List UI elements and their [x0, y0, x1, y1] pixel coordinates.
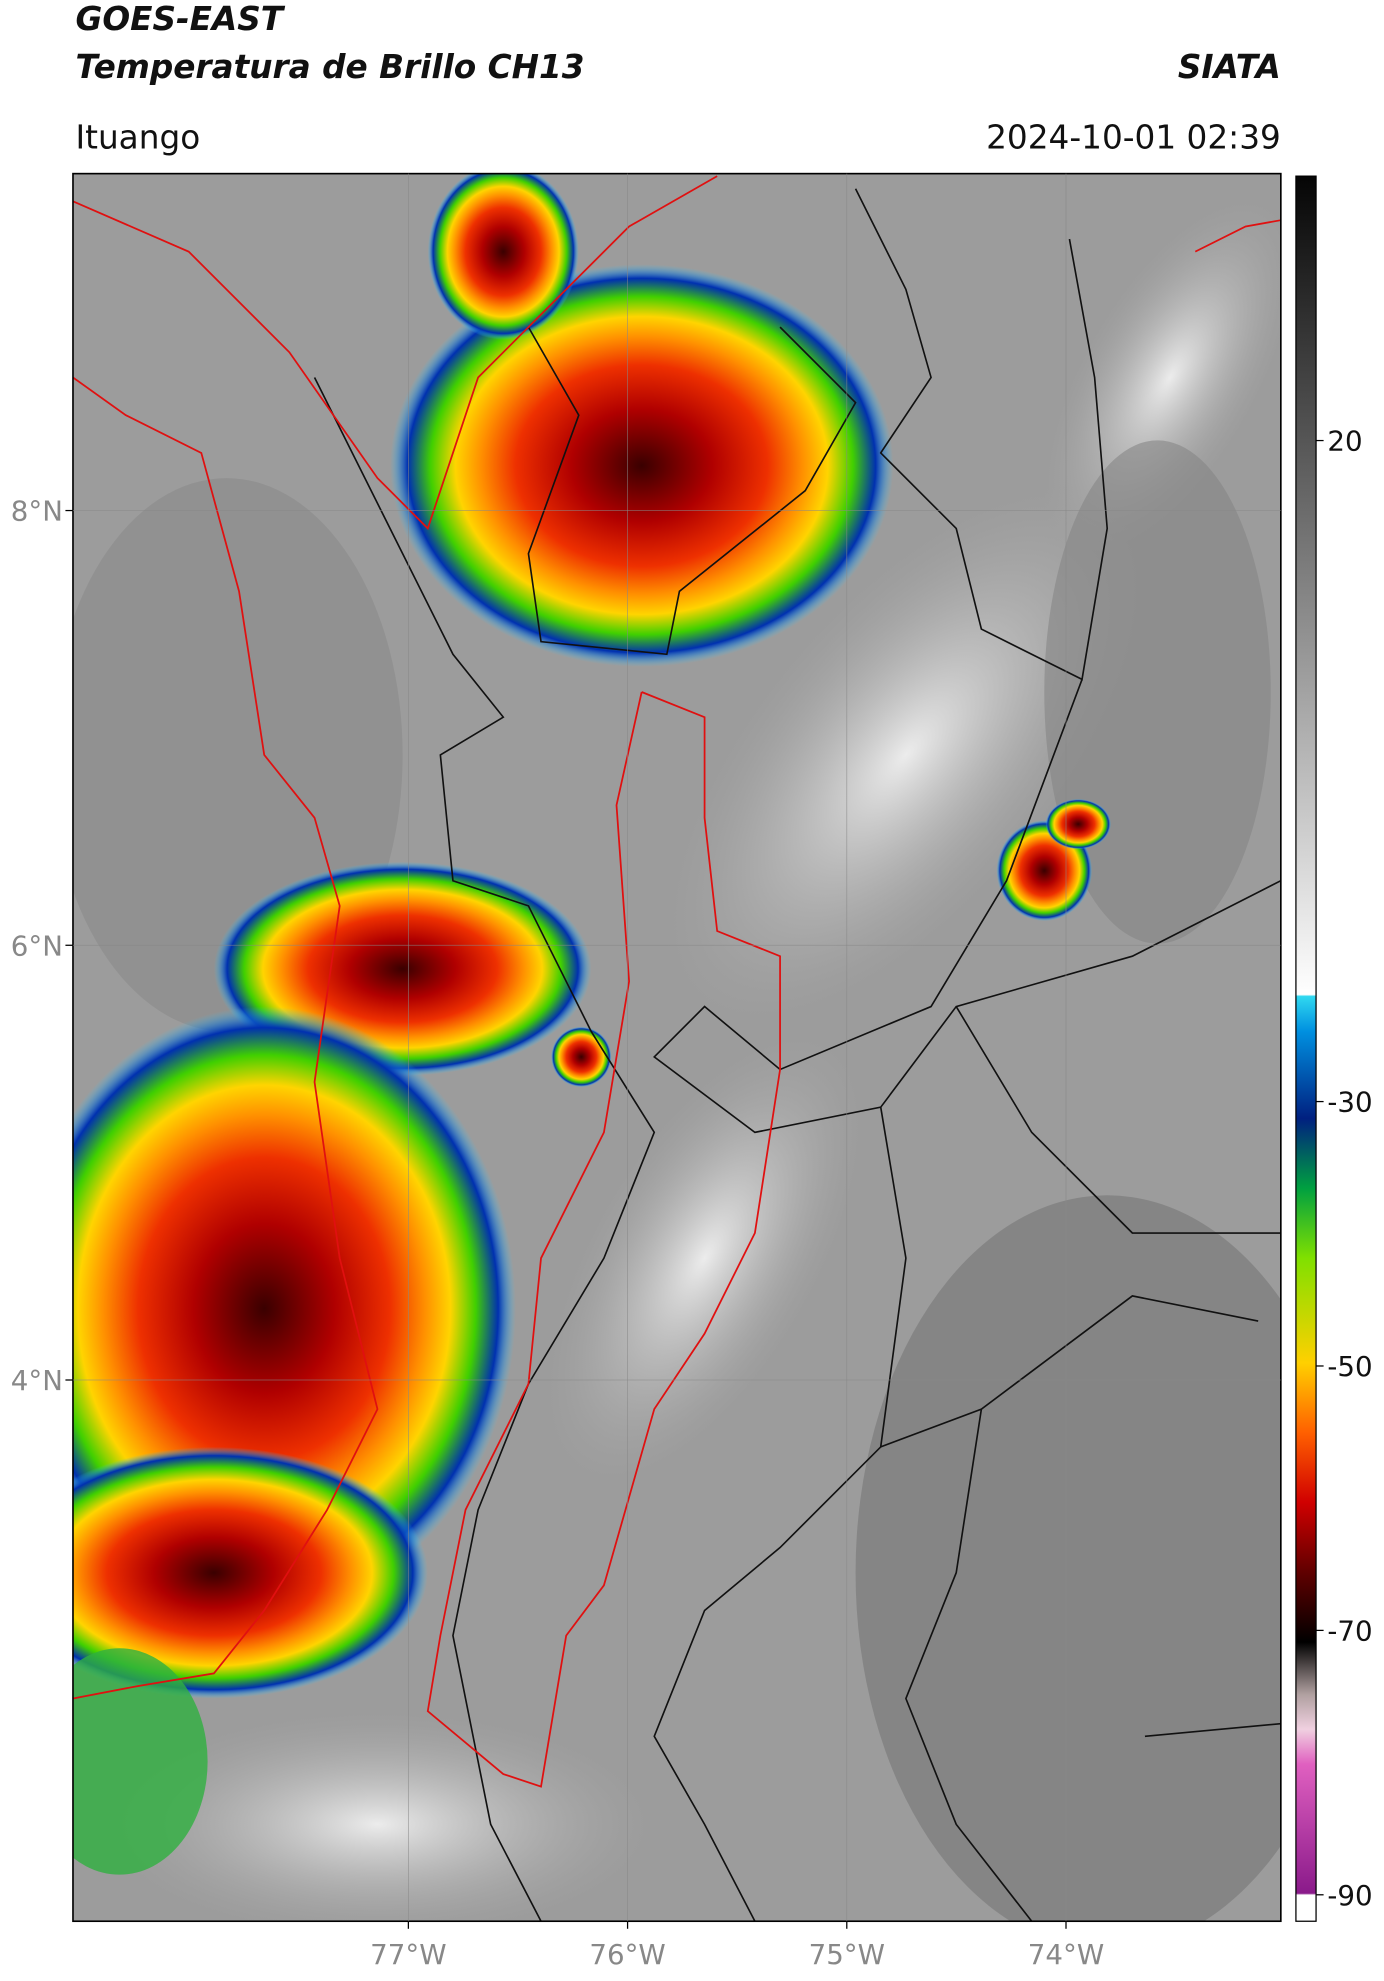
imagery	[72, 173, 1281, 1922]
datetime: 2024-10-01 02:39	[986, 118, 1281, 156]
subtitle: Temperatura de Brillo CH13	[75, 48, 584, 86]
y-tick-label: 4°N	[11, 1364, 63, 1397]
map-frame	[72, 172, 1282, 1923]
colorbar-label: -30	[1327, 1086, 1372, 1119]
brand: SIATA	[1178, 48, 1281, 86]
title: GOES-EAST	[75, 0, 285, 38]
x-tick-label: 75°W	[809, 1938, 885, 1971]
x-tick-label: 77°W	[370, 1938, 446, 1971]
x-tick-label: 74°W	[1028, 1938, 1104, 1971]
colorbar-label: -90	[1327, 1879, 1372, 1912]
colorbar-label: -70	[1327, 1614, 1372, 1647]
y-tick-label: 6°N	[11, 929, 63, 962]
colorbar-label: -50	[1327, 1350, 1372, 1383]
location: Ituango	[75, 118, 200, 156]
x-tick-label: 76°W	[589, 1938, 665, 1971]
y-tick-label: 8°N	[11, 495, 63, 528]
colorbar-label: 20	[1327, 425, 1362, 458]
colorbar	[1295, 175, 1317, 1922]
